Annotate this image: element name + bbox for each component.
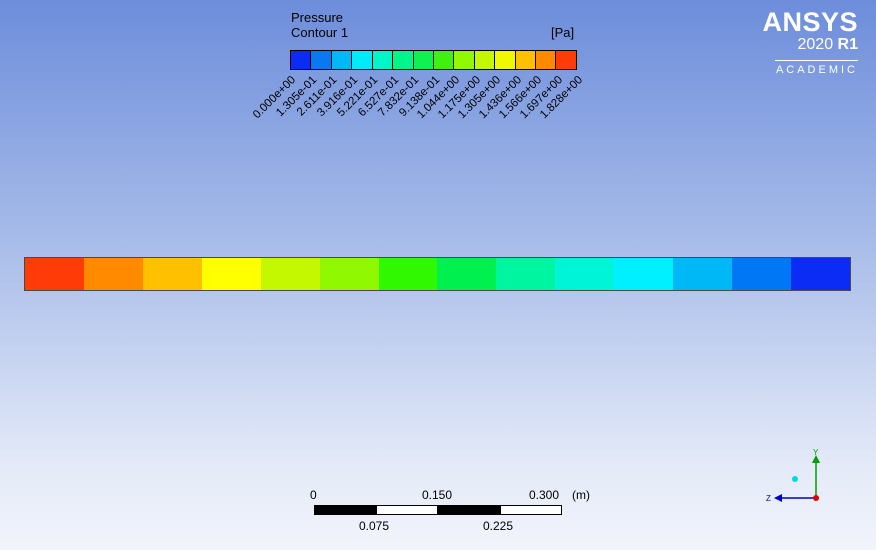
legend-tick-labels: 0.000e+00 1.305e-01 2.611e-01 3.916e-01 5.22…	[0, 0, 876, 140]
contour-band	[201, 258, 261, 290]
contour-band	[496, 258, 556, 290]
contour-band	[260, 258, 320, 290]
colorbar-cell	[291, 51, 312, 69]
axis-origin	[813, 495, 819, 501]
legend-colorbar	[290, 50, 577, 70]
contour-band	[555, 258, 615, 290]
scale-label-150: 0.150	[422, 488, 453, 502]
contour-band	[25, 258, 84, 290]
ansys-logo: ANSYS 2020 R1 ACADEMIC	[762, 8, 858, 76]
colorbar-cell	[556, 51, 576, 69]
scale-label-075: 0.075	[359, 519, 390, 533]
scale-label-0: 0	[310, 488, 317, 502]
contour-band	[319, 258, 379, 290]
scale-bar: 0 0.150 0.300 (m) 0.075 0.225	[310, 488, 614, 538]
scale-segment-2	[376, 505, 438, 515]
colorbar-cell	[474, 51, 496, 69]
colorbar-cell	[454, 51, 475, 69]
colorbar-cell	[331, 51, 353, 69]
scale-label-225: 0.225	[483, 519, 514, 533]
colorbar-cell	[536, 51, 557, 69]
colorbar-cell	[413, 51, 434, 69]
contour-band	[732, 258, 791, 290]
contour-band	[142, 258, 202, 290]
axis-triad: Y Z	[766, 448, 820, 503]
scale-label-300: 0.300	[529, 488, 560, 502]
pressure-contour-plot	[24, 257, 851, 291]
legend-name: Contour 1	[291, 25, 349, 40]
x-axis-dot	[792, 476, 798, 482]
logo-divider	[775, 60, 858, 61]
contour-band	[790, 258, 850, 290]
legend-units: [Pa]	[551, 25, 575, 40]
colorbar-cell	[393, 51, 414, 69]
y-axis-label: Y	[813, 448, 819, 457]
contour-band	[673, 258, 733, 290]
scale-segment-3	[438, 505, 500, 515]
logo-edition: ACADEMIC	[775, 64, 858, 76]
y-axis-arrowhead	[812, 455, 820, 463]
logo-release: R1	[837, 36, 858, 53]
contour-band	[614, 258, 674, 290]
z-axis-label: Z	[766, 494, 771, 503]
z-axis-arrowhead	[774, 494, 782, 502]
colorbar-cell	[372, 51, 394, 69]
scale-segment-4	[500, 505, 562, 515]
colorbar-cell	[311, 51, 332, 69]
contour-band	[378, 258, 438, 290]
contour-band	[437, 258, 497, 290]
contour-band	[83, 258, 143, 290]
colorbar-cell	[433, 51, 455, 69]
scale-segment-1	[314, 505, 376, 515]
colorbar-cell	[515, 51, 537, 69]
legend-title: Pressure Contour 1	[291, 10, 348, 40]
legend-variable: Pressure	[291, 10, 344, 25]
logo-version: 2020 R1	[762, 36, 859, 54]
logo-brand: ANSYS	[762, 7, 858, 37]
scale-unit: (m)	[572, 488, 590, 502]
colorbar-cell	[495, 51, 516, 69]
logo-year: 2020	[797, 36, 834, 53]
colorbar-cell	[352, 51, 373, 69]
